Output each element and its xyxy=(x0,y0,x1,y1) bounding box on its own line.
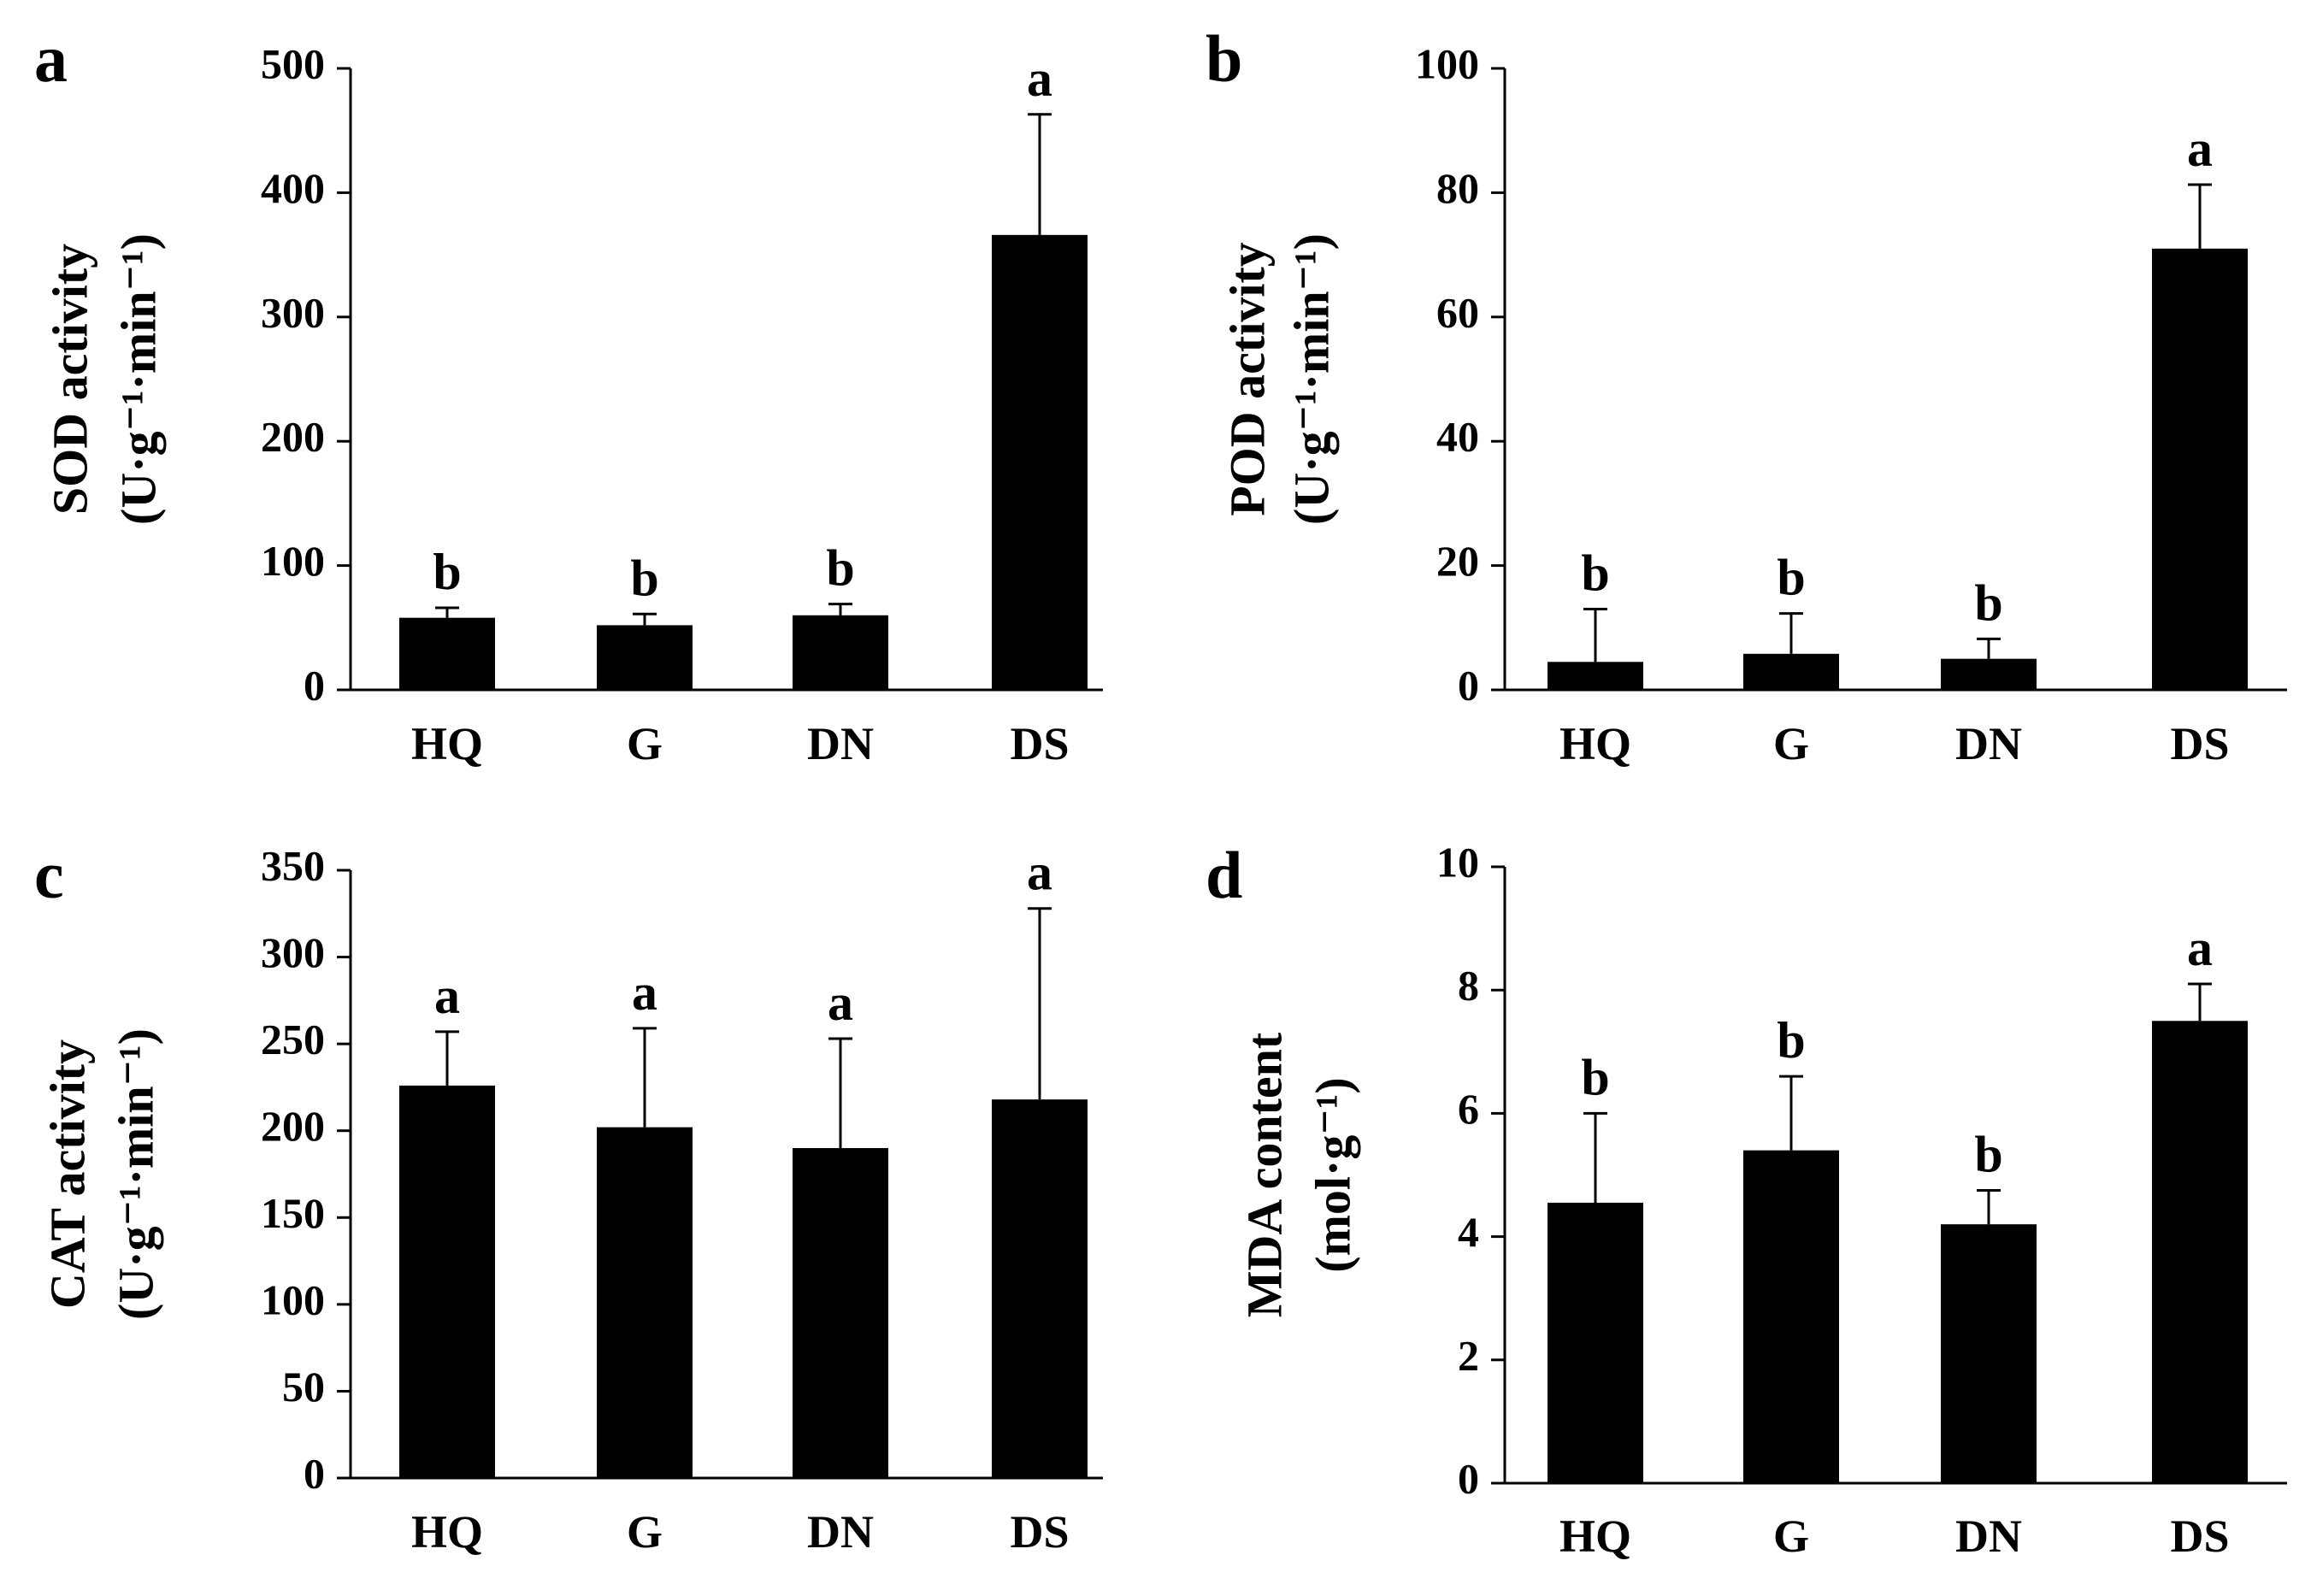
panel-c-sig-hq: a xyxy=(434,968,460,1024)
panel-b-letter: b xyxy=(1206,21,1242,96)
panel-c-ylabel: CAT activity xyxy=(39,1039,95,1309)
panel-a-xtick-label: G xyxy=(627,718,663,769)
panel-b-ytick-label: 60 xyxy=(1436,288,1479,336)
panel-d-bar-g xyxy=(1743,1150,1839,1483)
panel-b-sig-dn: b xyxy=(1974,574,2002,631)
panel-c-ytick-label: 0 xyxy=(304,1449,325,1497)
panel-c-ytick-label: 100 xyxy=(261,1275,325,1323)
panel-a-sig-g: b xyxy=(630,550,658,606)
panel-c-ylabel-units: (U·g⁻¹·min⁻¹) xyxy=(108,1028,163,1320)
panel-c-ytick-label: 200 xyxy=(261,1102,325,1150)
panel-a-xtick-label: HQ xyxy=(411,718,483,769)
panel-a-ytick-label: 300 xyxy=(261,288,325,336)
panel-d-xtick-label: DS xyxy=(2170,1511,2229,1562)
panel-a-bar-g xyxy=(597,625,693,690)
panel-a-bar-dn xyxy=(793,615,888,690)
panel-d-ytick-label: 4 xyxy=(1458,1208,1479,1256)
panel-d-sig-hq: b xyxy=(1581,1049,1609,1105)
panel-b-bar-dn xyxy=(1941,658,2037,690)
panel-b-bar-g xyxy=(1743,653,1839,690)
panel-b-xtick-label: HQ xyxy=(1559,718,1631,769)
panel-d-xtick-label: G xyxy=(1773,1511,1809,1562)
panel-a-xtick-label: DS xyxy=(1010,718,1069,769)
panel-d-ytick-label: 8 xyxy=(1458,962,1479,1010)
panel-d-sig-g: b xyxy=(1777,1012,1805,1069)
panel-d-ytick-label: 0 xyxy=(1458,1454,1479,1502)
panel-b-ytick-label: 100 xyxy=(1415,39,1479,87)
panel-d: d MDA content (mol·g⁻¹) 0 2 4 6 8 10 b HQ b Gb DN a DS xyxy=(1206,838,2287,1562)
panel-a-sig-dn: b xyxy=(826,540,854,597)
panel-d-ylabel-units: (mol·g⁻¹) xyxy=(1305,1077,1360,1272)
panel-c-ytick-label: 300 xyxy=(261,928,325,976)
panel-a-ylabel-units: (U·g⁻¹·min⁻¹) xyxy=(110,233,166,525)
panel-d-xtick-label: HQ xyxy=(1559,1511,1631,1562)
panel-b-bar-hq xyxy=(1548,662,1643,690)
panel-d-letter: d xyxy=(1206,838,1242,912)
panel-a-ytick-label: 100 xyxy=(261,537,325,585)
panel-d-ytick-label: 10 xyxy=(1436,838,1479,886)
panel-d-ylabel: MDA content xyxy=(1236,1032,1292,1317)
panel-d-ytick-label: 2 xyxy=(1458,1331,1479,1379)
panel-a: a SOD activity (U·g⁻¹·min⁻¹) 0 100 200 300 400 5… xyxy=(34,21,1103,769)
panel-b-xtick-label: G xyxy=(1773,718,1809,769)
panel-c-xtick-label: DS xyxy=(1010,1506,1069,1558)
panel-c: c CAT activity (U·g⁻¹·min⁻¹) 0 50 100 150 200 25… xyxy=(34,838,1103,1558)
panel-a-bar-ds xyxy=(992,234,1088,690)
panel-a-sig-ds: a xyxy=(1027,50,1052,107)
panel-a-sig-hq: b xyxy=(433,544,461,600)
panel-c-bar-ds xyxy=(992,1099,1088,1478)
panel-b-ytick-label: 0 xyxy=(1458,661,1479,709)
panel-a-ytick-label: 0 xyxy=(304,661,325,709)
panel-b-sig-hq: b xyxy=(1581,545,1609,601)
panel-d-bar-dn xyxy=(1941,1224,2037,1483)
panel-b-ylabel-units: (U·g⁻¹·min⁻¹) xyxy=(1283,233,1339,525)
panel-c-ytick-label: 50 xyxy=(282,1363,325,1410)
panel-c-ytick-label: 150 xyxy=(261,1189,325,1237)
panel-c-xtick-label: G xyxy=(627,1506,663,1558)
panel-a-ytick-label: 400 xyxy=(261,164,325,212)
panel-a-ytick-label: 200 xyxy=(261,413,325,461)
panel-c-sig-ds: a xyxy=(1027,845,1052,901)
panel-b-xtick-label: DS xyxy=(2170,718,2229,769)
panel-b-ytick-label: 20 xyxy=(1436,537,1479,585)
panel-c-ytick-label: 250 xyxy=(261,1016,325,1063)
panel-a-xtick-label: DN xyxy=(807,718,874,769)
panel-c-bar-g xyxy=(597,1127,693,1478)
panel-c-bar-hq xyxy=(399,1085,495,1478)
panel-c-letter: c xyxy=(34,838,64,912)
panel-d-xtick-label: DN xyxy=(1955,1511,2022,1562)
panel-c-ytick-label: 350 xyxy=(261,841,325,889)
panel-d-bar-hq xyxy=(1548,1202,1643,1483)
panel-d-ytick-label: 6 xyxy=(1458,1085,1479,1133)
panel-a-ytick-label: 500 xyxy=(261,39,325,87)
panel-c-bar-dn xyxy=(793,1148,888,1478)
panel-b-ytick-label: 40 xyxy=(1436,413,1479,461)
panel-a-ylabel: SOD activity xyxy=(42,244,97,515)
panel-d-sig-dn: b xyxy=(1974,1127,2002,1183)
panel-c-sig-dn: a xyxy=(828,975,853,1031)
panel-b-ylabel: POD activity xyxy=(1219,242,1275,516)
panel-c-xtick-label: DN xyxy=(807,1506,874,1558)
panel-b-bar-ds xyxy=(2152,248,2248,691)
panel-a-letter: a xyxy=(34,21,68,96)
panel-b-ytick-label: 80 xyxy=(1436,164,1479,212)
panel-c-sig-g: a xyxy=(632,964,657,1021)
panel-a-bar-hq xyxy=(399,617,495,690)
panel-d-bar-ds xyxy=(2152,1021,2248,1483)
panel-c-xtick-label: HQ xyxy=(411,1506,483,1558)
panel-b-xtick-label: DN xyxy=(1955,718,2022,769)
panel-b-sig-g: b xyxy=(1777,550,1805,606)
panel-b-sig-ds: a xyxy=(2187,121,2213,177)
panel-b: b POD activity (U·g⁻¹·min⁻¹) 0 20 40 60 80 100 b H… xyxy=(1206,21,2287,769)
panel-d-sig-ds: a xyxy=(2187,920,2213,976)
